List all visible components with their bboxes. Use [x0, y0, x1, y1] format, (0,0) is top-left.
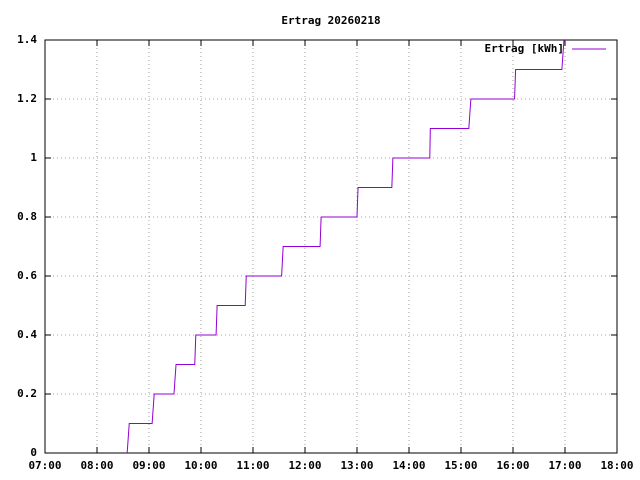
y-tick-label: 1.2: [17, 92, 37, 105]
chart-title: Ertrag 20260218: [281, 14, 380, 27]
y-tick-label: 1.4: [17, 33, 37, 46]
x-tick-label: 08:00: [80, 459, 113, 472]
data-line: [126, 40, 567, 453]
x-tick-label: 11:00: [236, 459, 269, 472]
x-tick-label: 17:00: [548, 459, 581, 472]
legend-label: Ertrag [kWh]: [485, 42, 564, 55]
y-tick-label: 0.8: [17, 210, 37, 223]
x-tick-label: 16:00: [496, 459, 529, 472]
plot-border: [44, 39, 618, 454]
x-tick-label: 13:00: [340, 459, 373, 472]
y-tick-label: 0.4: [17, 328, 37, 341]
y-tick-label: 0: [30, 446, 37, 459]
y-tick-label: 0.6: [17, 269, 37, 282]
x-tick-label: 14:00: [392, 459, 425, 472]
x-tick-label: 07:00: [28, 459, 61, 472]
x-tick-label: 12:00: [288, 459, 321, 472]
y-tick-label: 0.2: [17, 387, 37, 400]
x-tick-label: 15:00: [444, 459, 477, 472]
y-tick-label: 1: [30, 151, 37, 164]
x-tick-label: 10:00: [184, 459, 217, 472]
x-tick-label: 09:00: [132, 459, 165, 472]
x-tick-label: 18:00: [600, 459, 633, 472]
